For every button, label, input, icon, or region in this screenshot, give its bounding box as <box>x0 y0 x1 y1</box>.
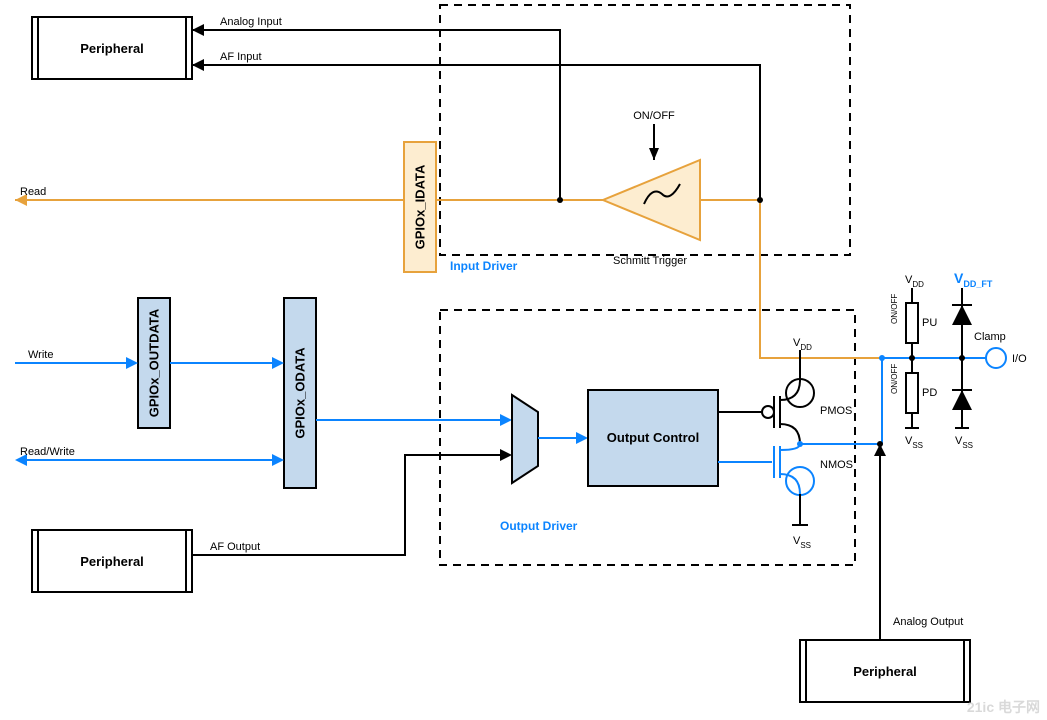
onoff-label: ON/OFF <box>633 110 675 122</box>
outdata-label: GPIOx_OUTDATA <box>147 308 162 417</box>
clamp-diodes: VDD_FT VSS Clamp <box>952 270 1006 450</box>
output-mux <box>512 395 538 483</box>
output-driver-label: Output Driver <box>500 519 578 533</box>
pmos-label: PMOS <box>820 405 852 417</box>
analog-output-label: Analog Output <box>893 616 963 628</box>
pd-label: PD <box>922 387 937 399</box>
analog-input-label: Analog Input <box>220 16 282 28</box>
peripheral-br-label: Peripheral <box>853 664 917 679</box>
svg-text:GPIOx_OUTDATA: GPIOx_OUTDATA <box>147 308 162 417</box>
svg-text:ON/OFF: ON/OFF <box>890 294 899 324</box>
readwrite-label: Read/Write <box>20 446 75 458</box>
pmos: VDD PMOS <box>718 337 852 444</box>
read-label: Read <box>20 186 46 198</box>
schmitt-label: Schmitt Trigger <box>613 255 687 267</box>
io-pad <box>986 348 1006 368</box>
svg-text:VSS: VSS <box>793 535 811 550</box>
peripheral-bl-label: Peripheral <box>80 554 144 569</box>
svg-text:GPIOx_ODATA: GPIOx_ODATA <box>293 347 308 439</box>
svg-text:VDD: VDD <box>793 337 812 352</box>
gpio-diagram: GPIOx_IDATA ON/OFF Schmitt Trigger Input… <box>0 0 1047 720</box>
svg-text:VDD: VDD <box>905 274 924 289</box>
af-input-label: AF Input <box>220 51 262 63</box>
input-driver-label: Input Driver <box>450 259 518 273</box>
pu-label: PU <box>922 317 937 329</box>
output-control-label: Output Control <box>607 430 699 445</box>
peripheral-bl: Peripheral <box>32 530 192 592</box>
peripheral-br: Peripheral <box>800 640 970 702</box>
svg-text:ON/OFF: ON/OFF <box>890 364 899 394</box>
pullup-pulldown: VDD PU ON/OFF VSS PD ON/OFF <box>890 274 937 450</box>
write-label: Write <box>28 349 53 361</box>
svg-text:VDD_FT: VDD_FT <box>954 270 993 289</box>
idata-label: GPIOx_IDATA <box>413 164 428 249</box>
watermark: 21ic 电子网 <box>967 699 1040 715</box>
svg-text:GPIOx_IDATA: GPIOx_IDATA <box>413 164 428 249</box>
svg-text:VSS: VSS <box>905 435 923 450</box>
schmitt-trigger <box>603 160 700 240</box>
odata-label: GPIOx_ODATA <box>293 347 308 439</box>
svg-text:VSS: VSS <box>955 435 973 450</box>
io-label: I/O <box>1012 353 1027 365</box>
peripheral-top-label: Peripheral <box>80 41 144 56</box>
nmos-label: NMOS <box>820 459 853 471</box>
clamp-label: Clamp <box>974 331 1006 343</box>
peripheral-top: Peripheral <box>32 17 192 79</box>
nmos: VSS NMOS <box>718 444 853 550</box>
af-output-label: AF Output <box>210 541 260 553</box>
